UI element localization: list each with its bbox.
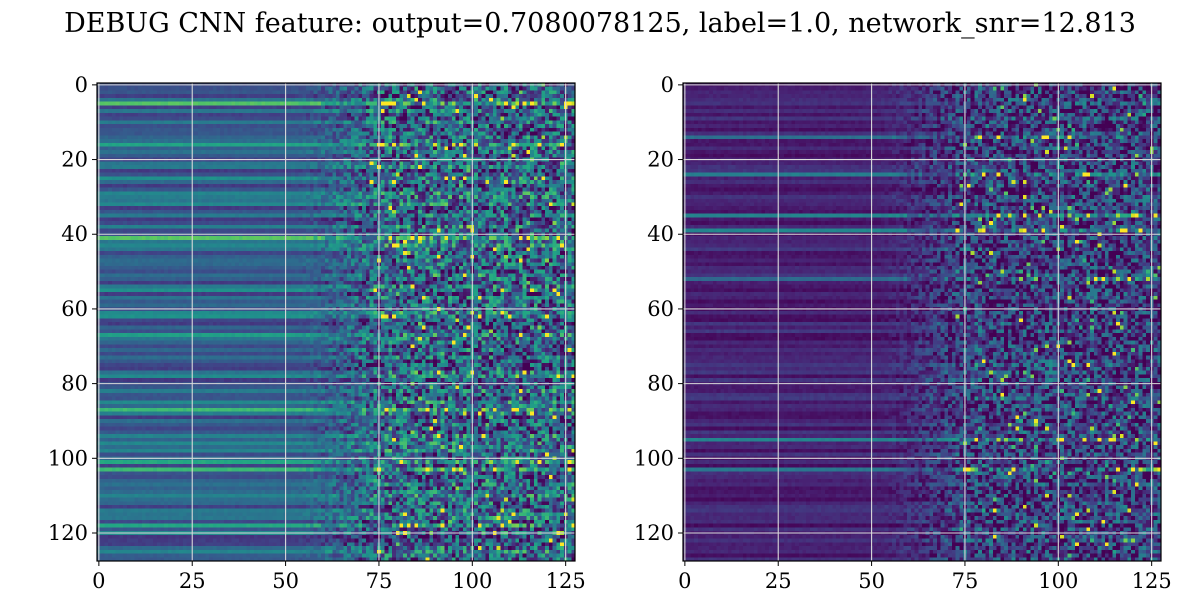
y-tick-label: 60 (61, 297, 88, 321)
x-tick-label: 50 (272, 569, 299, 593)
y-tick-label: 80 (61, 372, 88, 396)
y-tick-label: 40 (647, 222, 674, 246)
x-tick-label: 100 (1038, 569, 1078, 593)
y-tick-label: 40 (61, 222, 88, 246)
x-tick-label: 50 (858, 569, 885, 593)
x-tick-label: 25 (765, 569, 792, 593)
heatmap-image (97, 83, 575, 561)
y-tick-label: 20 (61, 148, 88, 172)
axes-frame (682, 82, 1162, 562)
x-tick-label: 100 (452, 569, 492, 593)
heatmap-panel-2: 0 25 50 75 100 125 0 20 40 60 80 100 120 (634, 73, 1172, 593)
y-tick-label: 120 (48, 521, 88, 545)
x-tick-label: 0 (92, 569, 105, 593)
y-tick-label: 80 (647, 372, 674, 396)
x-tick-label: 75 (366, 569, 393, 593)
y-tick-label: 120 (634, 521, 674, 545)
y-tick-label: 0 (661, 73, 674, 97)
y-tick-label: 100 (48, 446, 88, 470)
heatmap-image (683, 83, 1161, 561)
x-tick-label: 25 (179, 569, 206, 593)
x-tick-label: 125 (546, 569, 586, 593)
y-tick-label: 20 (647, 148, 674, 172)
x-tick-label: 125 (1132, 569, 1172, 593)
x-tick-label: 0 (678, 569, 691, 593)
y-tick-label: 60 (647, 297, 674, 321)
heatmap-panel-1: 0 25 50 75 100 125 0 20 40 60 80 100 120 (48, 73, 586, 593)
y-tick-label: 100 (634, 446, 674, 470)
figure-title: DEBUG CNN feature: output=0.7080078125, … (64, 8, 1136, 39)
axes-frame (96, 82, 576, 562)
y-tick-label: 0 (75, 73, 88, 97)
x-tick-label: 75 (952, 569, 979, 593)
